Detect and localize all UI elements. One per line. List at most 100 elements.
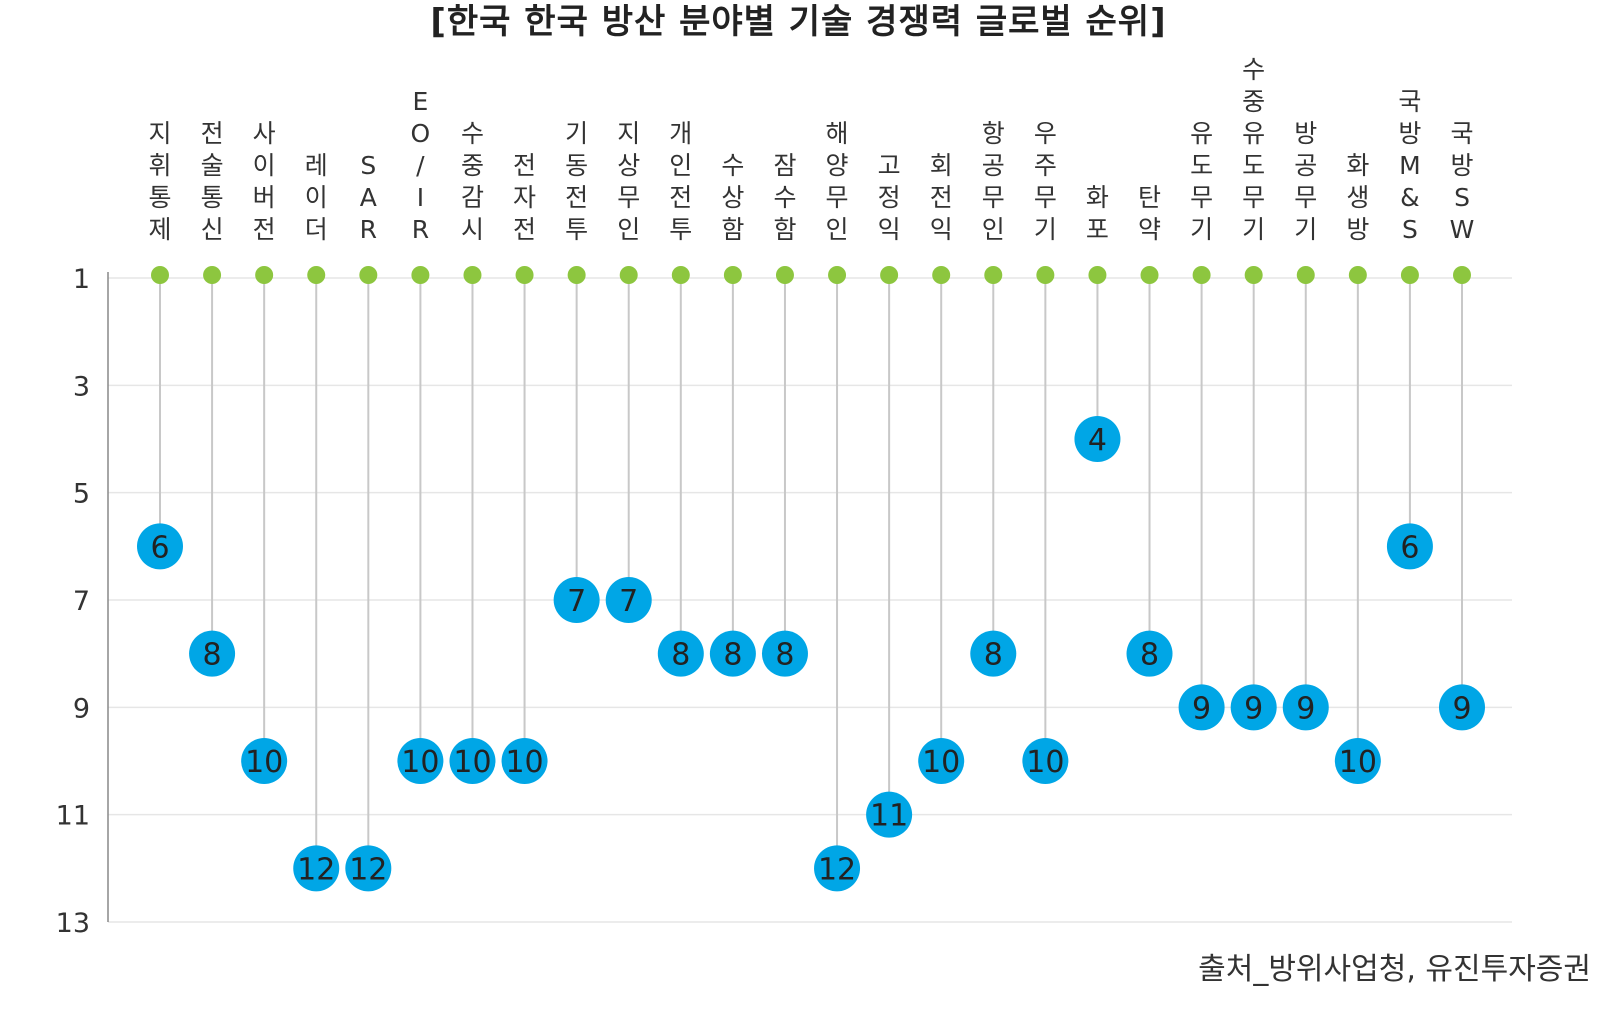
top-dot (1453, 266, 1471, 284)
top-dot (203, 266, 222, 284)
value-label: 6 (150, 530, 169, 565)
value-bubble (814, 845, 861, 892)
top-dot (515, 266, 534, 284)
value-label: 8 (775, 638, 794, 673)
value-bubble (553, 577, 600, 623)
y-tick-label: 11 (56, 801, 90, 832)
value-label: 10 (505, 745, 543, 780)
value-label: 9 (1296, 691, 1315, 726)
value-bubble (709, 630, 756, 677)
value-label: 12 (297, 852, 335, 887)
y-tick-label: 5 (73, 479, 90, 510)
top-dot (723, 266, 742, 284)
top-dot (359, 266, 378, 284)
top-dot (932, 266, 951, 284)
value-label: 10 (401, 745, 439, 780)
top-dot (1192, 266, 1211, 284)
top-dot (1036, 266, 1055, 284)
value-bubble (1178, 684, 1225, 731)
value-label: 10 (922, 745, 960, 780)
value-bubble (1022, 738, 1069, 784)
value-bubble (449, 738, 496, 784)
value-label: 8 (723, 638, 742, 673)
top-dot (775, 266, 794, 284)
value-label: 4 (1088, 423, 1107, 458)
category-label: 국 방 M & S (1398, 87, 1421, 244)
y-tick-label: 3 (73, 371, 90, 402)
top-dot (880, 266, 899, 284)
value-bubble (1230, 684, 1277, 731)
value-label: 9 (1192, 691, 1211, 726)
chart-title: [한국 한국 방산 분야별 기술 경쟁력 글로벌 순위] (430, 2, 1167, 42)
top-dot (828, 266, 847, 284)
value-bubble (1386, 523, 1433, 570)
category-label: E O / I R (411, 87, 431, 244)
top-dot (1088, 266, 1107, 284)
grid-lines (107, 272, 1512, 923)
value-bubble (1439, 684, 1485, 731)
value-bubble (605, 577, 652, 623)
value-label: 8 (984, 638, 1003, 673)
value-bubble (866, 791, 913, 838)
value-label: 7 (567, 584, 586, 619)
value-label: 8 (203, 638, 222, 673)
value-bubble (1282, 684, 1329, 731)
top-dot (567, 266, 586, 284)
value-bubble (657, 630, 704, 677)
top-dot (984, 266, 1003, 284)
value-label: 10 (453, 745, 491, 780)
value-bubble (137, 523, 183, 570)
y-tick-label: 1 (73, 264, 90, 295)
value-label: 10 (1339, 745, 1377, 780)
value-label: 10 (1026, 745, 1064, 780)
top-dot (307, 266, 326, 284)
top-dot (151, 266, 169, 284)
source-note: 출처_방위사업청, 유진투자증권 (1198, 952, 1591, 987)
value-bubble (189, 630, 236, 677)
value-bubble (293, 845, 340, 892)
top-dot (1348, 266, 1367, 284)
y-tick-label: 13 (56, 908, 90, 939)
top-dot (255, 266, 274, 284)
value-label: 9 (1452, 691, 1471, 726)
lollipop-stems (151, 266, 1471, 869)
top-dot (1400, 266, 1419, 284)
top-dot (463, 266, 482, 284)
value-bubble (345, 845, 392, 892)
value-label: 12 (818, 852, 856, 887)
value-label: 11 (870, 799, 908, 834)
value-label: 8 (671, 638, 690, 673)
value-bubble (397, 738, 444, 784)
value-bubble (918, 738, 965, 784)
value-label: 12 (349, 852, 387, 887)
value-bubble (970, 630, 1017, 677)
top-dot (671, 266, 690, 284)
value-bubble (1074, 416, 1121, 462)
top-dot (619, 266, 638, 284)
top-dot (1244, 266, 1263, 284)
value-bubble (761, 630, 808, 677)
